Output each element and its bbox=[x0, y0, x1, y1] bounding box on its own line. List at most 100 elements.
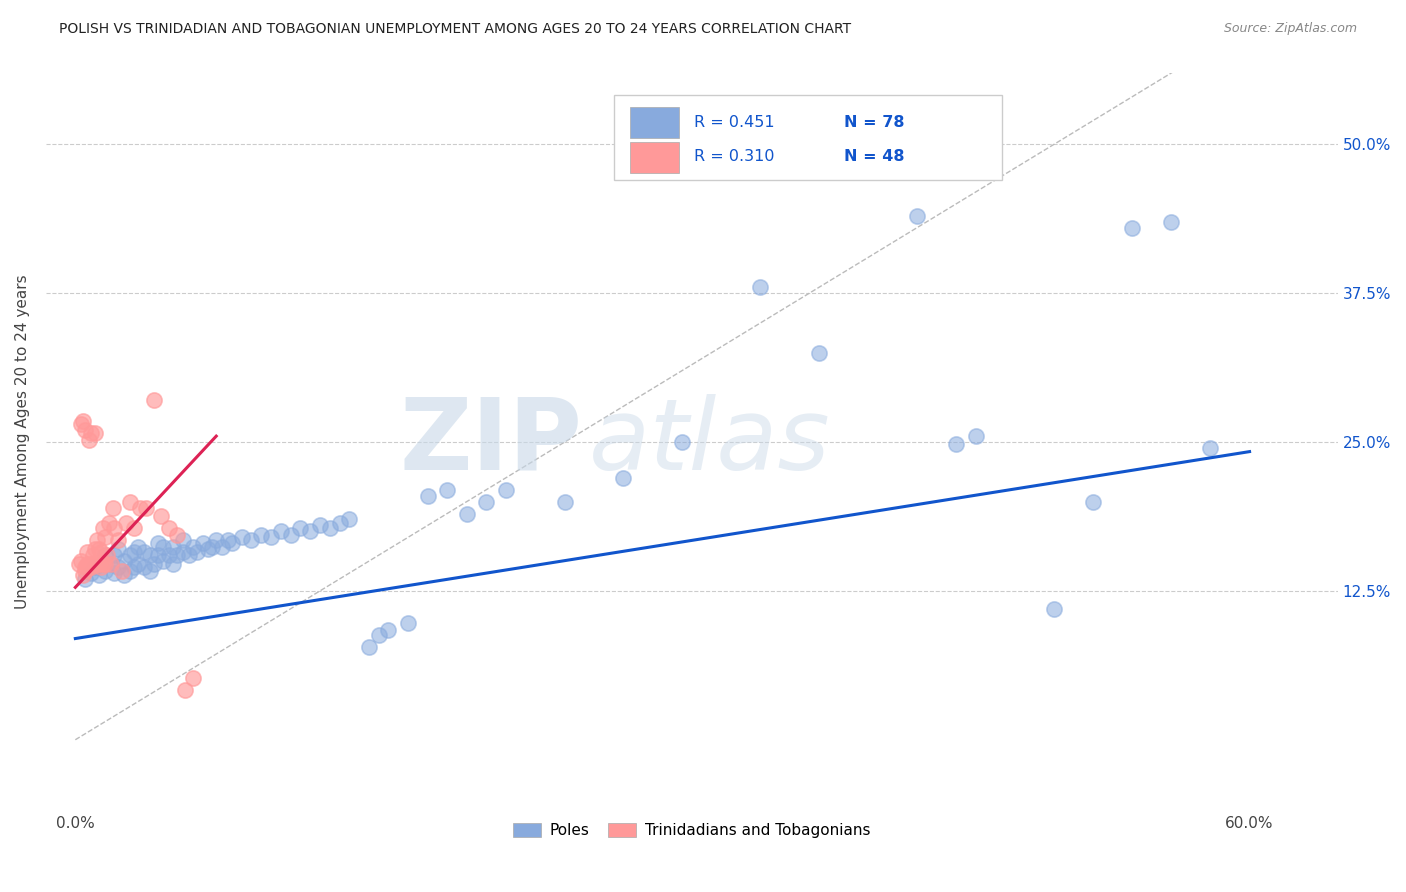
Point bbox=[270, 524, 292, 539]
Point bbox=[122, 544, 145, 558]
Point bbox=[75, 423, 97, 437]
Point bbox=[72, 414, 94, 428]
Point bbox=[101, 500, 124, 515]
Point bbox=[103, 566, 125, 580]
Text: N = 48: N = 48 bbox=[844, 149, 904, 164]
Point bbox=[83, 425, 105, 440]
Point bbox=[120, 494, 142, 508]
Point bbox=[107, 542, 129, 557]
Point bbox=[260, 530, 283, 544]
Point bbox=[495, 483, 517, 497]
Point bbox=[221, 536, 243, 550]
Point bbox=[120, 548, 142, 562]
Text: N = 78: N = 78 bbox=[844, 115, 904, 130]
Point bbox=[75, 564, 97, 578]
Point bbox=[671, 435, 693, 450]
Point bbox=[83, 542, 105, 557]
Point bbox=[142, 557, 165, 571]
Point bbox=[905, 209, 928, 223]
Point bbox=[162, 540, 184, 554]
Point bbox=[82, 557, 104, 571]
Point bbox=[87, 542, 110, 557]
Point bbox=[138, 564, 160, 578]
Point bbox=[76, 557, 98, 571]
Point bbox=[107, 533, 129, 547]
Point bbox=[146, 548, 169, 562]
Point bbox=[93, 548, 115, 562]
Point bbox=[80, 425, 103, 440]
Point bbox=[211, 540, 233, 554]
Point bbox=[181, 540, 204, 554]
Point bbox=[436, 483, 458, 497]
FancyBboxPatch shape bbox=[614, 95, 1002, 180]
Point bbox=[96, 548, 118, 562]
Point bbox=[367, 628, 389, 642]
Point bbox=[172, 544, 194, 558]
Point bbox=[70, 554, 93, 568]
Point bbox=[76, 544, 98, 558]
Point bbox=[172, 533, 194, 547]
Text: atlas: atlas bbox=[589, 393, 830, 491]
Point bbox=[135, 500, 157, 515]
Point bbox=[77, 560, 100, 574]
Point bbox=[115, 516, 138, 530]
Point bbox=[103, 548, 125, 562]
Point bbox=[90, 544, 112, 558]
Point bbox=[1160, 215, 1182, 229]
Point bbox=[749, 280, 772, 294]
Point bbox=[177, 548, 200, 562]
Point bbox=[965, 429, 987, 443]
Point bbox=[77, 433, 100, 447]
Point bbox=[93, 530, 115, 544]
Point bbox=[280, 528, 302, 542]
Point bbox=[90, 560, 112, 574]
Text: ZIP: ZIP bbox=[399, 393, 582, 491]
Point bbox=[132, 544, 155, 558]
Point bbox=[612, 471, 634, 485]
Point bbox=[174, 682, 197, 697]
Point bbox=[299, 524, 322, 539]
Point bbox=[1121, 220, 1143, 235]
Point bbox=[240, 533, 263, 547]
Point bbox=[152, 540, 174, 554]
Point bbox=[1081, 494, 1104, 508]
Point bbox=[166, 528, 188, 542]
Point bbox=[162, 557, 184, 571]
Point bbox=[808, 345, 831, 359]
Text: R = 0.451: R = 0.451 bbox=[695, 115, 775, 130]
Point bbox=[86, 557, 108, 571]
Point bbox=[157, 548, 180, 562]
Point bbox=[80, 557, 103, 571]
Point bbox=[181, 671, 204, 685]
Point bbox=[132, 560, 155, 574]
Point bbox=[337, 512, 360, 526]
Point bbox=[93, 557, 115, 571]
Point bbox=[146, 536, 169, 550]
Y-axis label: Unemployment Among Ages 20 to 24 years: Unemployment Among Ages 20 to 24 years bbox=[15, 275, 30, 609]
Point bbox=[112, 554, 135, 568]
Point bbox=[309, 518, 332, 533]
Point bbox=[945, 437, 967, 451]
Point bbox=[554, 494, 576, 508]
Point bbox=[129, 500, 152, 515]
Point bbox=[103, 521, 125, 535]
Point bbox=[186, 544, 208, 558]
Point bbox=[87, 568, 110, 582]
Point bbox=[75, 572, 97, 586]
Point bbox=[111, 564, 134, 578]
Point bbox=[120, 564, 142, 578]
Point bbox=[127, 540, 149, 554]
Point bbox=[357, 640, 380, 654]
Point bbox=[138, 548, 160, 562]
Point bbox=[191, 536, 214, 550]
Point bbox=[231, 530, 253, 544]
Point bbox=[91, 521, 114, 535]
Point bbox=[87, 557, 110, 571]
Point bbox=[83, 560, 105, 574]
Point bbox=[250, 528, 273, 542]
Point bbox=[100, 557, 122, 571]
Point bbox=[319, 521, 342, 535]
Point bbox=[157, 521, 180, 535]
Point bbox=[86, 533, 108, 547]
Point bbox=[166, 548, 188, 562]
